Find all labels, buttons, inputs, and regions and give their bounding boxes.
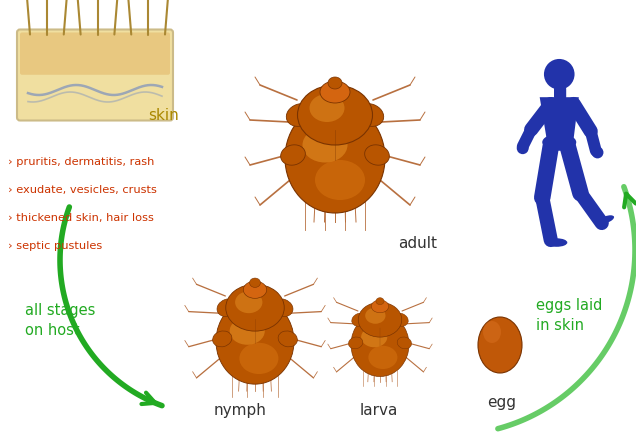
Ellipse shape [217,299,238,316]
Ellipse shape [310,94,345,122]
Text: › thickened skin, hair loss: › thickened skin, hair loss [8,213,154,223]
Ellipse shape [315,160,365,200]
Ellipse shape [226,284,284,331]
Ellipse shape [298,85,373,145]
Ellipse shape [239,343,279,374]
Ellipse shape [478,317,522,373]
Ellipse shape [278,331,298,347]
Ellipse shape [361,327,387,347]
Ellipse shape [244,281,266,298]
Ellipse shape [376,298,384,304]
Ellipse shape [364,145,389,165]
Ellipse shape [349,337,363,349]
Ellipse shape [285,103,385,213]
Text: egg: egg [487,395,516,410]
Text: larva: larva [360,403,398,418]
Circle shape [516,142,529,154]
Text: all stages
on host: all stages on host [25,303,95,338]
Text: adult: adult [398,236,437,251]
Ellipse shape [483,321,501,343]
Ellipse shape [303,127,347,163]
Ellipse shape [398,337,411,349]
Ellipse shape [235,291,263,313]
Text: › septic pustules: › septic pustules [8,241,102,251]
Ellipse shape [546,238,567,247]
Text: skin: skin [148,108,179,123]
Ellipse shape [212,331,232,347]
Ellipse shape [365,308,385,324]
Ellipse shape [286,104,314,127]
Circle shape [544,59,574,89]
Ellipse shape [272,299,293,316]
FancyBboxPatch shape [554,88,566,98]
Ellipse shape [280,145,305,165]
Ellipse shape [216,298,294,384]
Ellipse shape [352,313,368,326]
Polygon shape [540,97,579,138]
Ellipse shape [328,77,342,89]
Text: › pruritis, dermatitis, rash: › pruritis, dermatitis, rash [8,157,155,167]
Ellipse shape [368,346,398,369]
Ellipse shape [392,313,408,326]
FancyBboxPatch shape [20,33,170,75]
Text: eggs laid
in skin: eggs laid in skin [536,298,602,333]
Ellipse shape [543,134,576,151]
Ellipse shape [351,313,409,376]
Ellipse shape [249,278,261,287]
Circle shape [591,147,604,158]
Text: › exudate, vesicles, crusts: › exudate, vesicles, crusts [8,185,157,195]
Text: nymph: nymph [214,403,267,418]
Ellipse shape [356,104,384,127]
Ellipse shape [371,300,389,313]
Ellipse shape [230,317,265,345]
FancyBboxPatch shape [17,30,173,121]
Ellipse shape [598,215,614,224]
Ellipse shape [320,81,350,103]
Ellipse shape [358,302,402,337]
